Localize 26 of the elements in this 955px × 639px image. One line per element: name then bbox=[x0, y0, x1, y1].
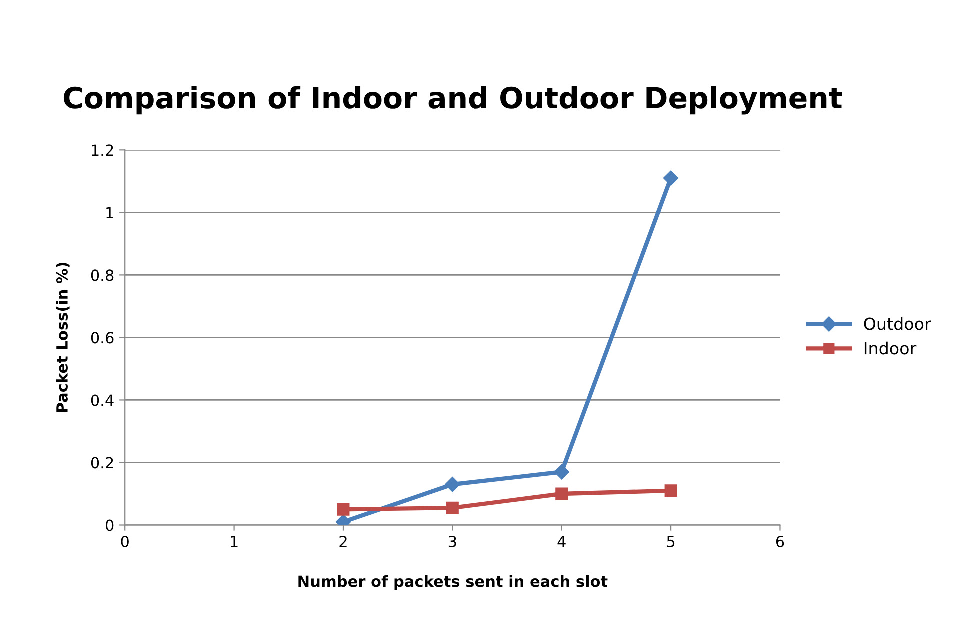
x-tick-label: 6 bbox=[776, 536, 784, 548]
point bbox=[556, 488, 568, 500]
y-tick-label: 0.8 bbox=[91, 270, 114, 282]
y-axis-title: Packet Loss(in %) bbox=[56, 263, 70, 412]
y-tick-label: 0 bbox=[106, 520, 114, 532]
chart-title: Comparison of Indoor and Outdoor Deployment bbox=[64, 86, 842, 115]
x-tick-label: 0 bbox=[121, 536, 129, 548]
y-tick-label: 1.2 bbox=[92, 144, 114, 156]
y-tick-label: 0.6 bbox=[91, 332, 114, 344]
legend-label: Outdoor bbox=[864, 317, 932, 330]
point bbox=[663, 170, 679, 186]
point bbox=[664, 484, 678, 498]
point bbox=[445, 477, 460, 492]
y-tick-label: 0.4 bbox=[91, 394, 114, 406]
x-tick-label: 1 bbox=[231, 536, 238, 548]
x-tick-label: 4 bbox=[558, 536, 566, 548]
x-tick-label: 3 bbox=[448, 536, 456, 548]
x-axis-title: Number of packets sent in each slot bbox=[298, 575, 608, 590]
point bbox=[337, 503, 350, 516]
x-tick-label: 2 bbox=[340, 536, 347, 548]
point bbox=[446, 502, 459, 514]
y-tick-label: 0.2 bbox=[91, 457, 114, 469]
y-tick-label: 1 bbox=[106, 207, 114, 218]
legend-label: Indoor bbox=[864, 342, 917, 355]
x-tick-label: 5 bbox=[667, 536, 675, 548]
point bbox=[554, 464, 570, 480]
